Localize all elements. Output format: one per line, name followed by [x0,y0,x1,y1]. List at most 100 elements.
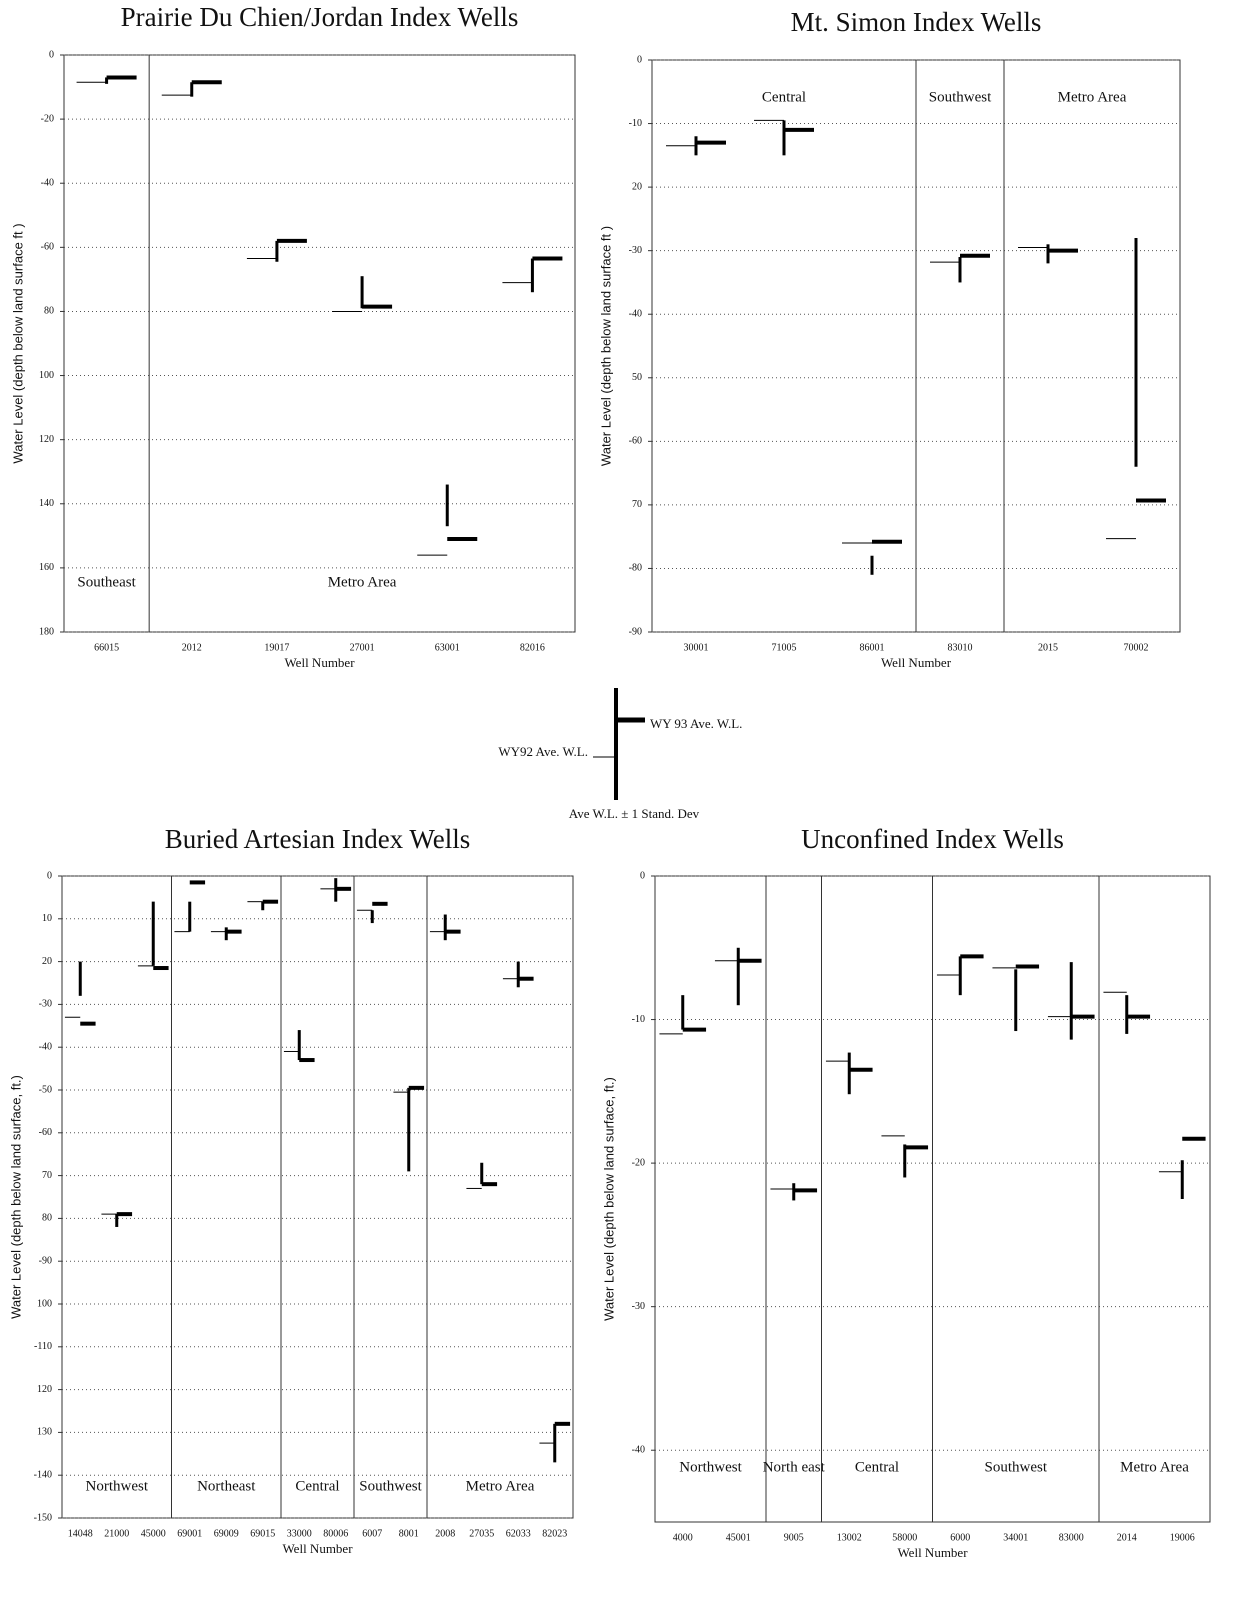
y-tick-label: 160 [39,562,54,573]
plot-frame [63,54,576,633]
region-label: Southwest [984,1459,1047,1475]
y-axis-label: Water Level (depth below land surface ft… [10,223,25,463]
x-axis-label: Well Number [284,655,355,670]
y-tick-label: -10 [629,118,642,129]
x-tick-label: 86001 [860,642,885,653]
y-tick-label: -40 [39,1041,52,1052]
chart-title: Buried Artesian Index Wells [165,824,471,854]
plot-frame [61,875,574,1519]
y-tick-label: -40 [629,309,642,320]
y-tick-label: 0 [47,870,52,881]
x-tick-label: 71005 [772,642,797,653]
region-label: Northwest [679,1459,742,1475]
x-tick-label: 62033 [506,1528,531,1539]
region-label: Northwest [86,1478,149,1494]
y-tick-label: -50 [39,1084,52,1095]
chart-title: Mt. Simon Index Wells [791,7,1042,37]
y-tick-label: -30 [632,1301,645,1312]
y-axis-label: Water Level (depth below land surface, f… [8,1075,23,1319]
y-tick-label: -30 [629,245,642,256]
x-axis-label: Well Number [881,655,952,670]
x-tick-label: 82023 [542,1528,567,1539]
x-tick-label: 27001 [350,642,375,653]
x-tick-label: 2015 [1038,642,1058,653]
region-label: Metro Area [466,1478,535,1494]
y-tick-label: -60 [629,436,642,447]
x-tick-label: 14048 [68,1528,93,1539]
x-tick-label: 82016 [520,642,545,653]
y-tick-label: 80 [42,1213,52,1224]
y-tick-label: -40 [632,1445,645,1456]
y-tick-label: 20 [42,956,52,967]
region-label: Metro Area [1120,1459,1189,1475]
x-tick-label: 45001 [726,1532,751,1543]
chart-title: Unconfined Index Wells [801,824,1064,854]
x-tick-label: 6000 [950,1532,970,1543]
x-tick-label: 2012 [182,642,202,653]
legend-label: WY 93 Ave. W.L. [650,716,742,731]
x-tick-label: 30001 [684,642,709,653]
legend-label: Ave W.L. ± 1 Stand. Dev [569,806,700,821]
x-tick-label: 19006 [1170,1532,1195,1543]
y-tick-label: 120 [39,434,54,445]
x-tick-label: 2008 [435,1528,455,1539]
y-tick-label: 100 [39,370,54,381]
x-tick-label: 13002 [837,1532,862,1543]
x-tick-label: 9005 [784,1532,804,1543]
x-tick-label: 19017 [264,642,289,653]
y-tick-label: 20 [632,181,642,192]
y-tick-label: -30 [39,999,52,1010]
y-tick-label: 100 [37,1298,52,1309]
x-tick-label: 80006 [323,1528,348,1539]
y-tick-label: -20 [632,1157,645,1168]
x-tick-label: 58000 [892,1532,917,1543]
x-tick-label: 70002 [1124,642,1149,653]
x-tick-label: 33000 [287,1528,312,1539]
x-tick-label: 45000 [141,1528,166,1539]
y-tick-label: -10 [632,1014,645,1025]
region-label: Central [855,1459,899,1475]
y-tick-label: -80 [629,563,642,574]
x-tick-label: 8001 [399,1528,419,1539]
y-tick-label: -90 [39,1255,52,1266]
y-axis-label: Water Level (depth below land surface, f… [601,1077,616,1321]
x-tick-label: 21000 [104,1528,129,1539]
y-tick-label: -20 [41,113,54,124]
region-label: Southwest [359,1478,422,1494]
region-label: North east [763,1459,826,1475]
x-tick-label: 83000 [1059,1532,1084,1543]
x-tick-label: 66015 [94,642,119,653]
x-tick-label: 69009 [214,1528,239,1539]
y-tick-label: 10 [42,913,52,924]
y-axis-label: Water Level (depth below land surface ft… [598,226,613,466]
x-tick-label: 63001 [435,642,460,653]
y-tick-label: 70 [42,1170,52,1181]
y-tick-label: -110 [34,1341,52,1352]
x-tick-label: 6007 [362,1528,382,1539]
y-tick-label: 130 [37,1427,52,1438]
x-axis-label: Well Number [282,1541,353,1556]
y-tick-label: -150 [34,1512,52,1523]
x-tick-label: 69015 [250,1528,275,1539]
x-tick-label: 4000 [673,1532,693,1543]
y-tick-label: 50 [632,372,642,383]
region-label: Central [295,1478,339,1494]
y-tick-label: 0 [49,49,54,60]
y-tick-label: 180 [39,626,54,637]
region-label: Metro Area [1058,89,1127,105]
y-tick-label: 70 [632,499,642,510]
y-tick-label: 80 [44,306,54,317]
y-tick-label: -60 [41,242,54,253]
y-tick-label: 0 [637,54,642,65]
y-tick-label: 120 [37,1384,52,1395]
region-label: Northeast [197,1478,256,1494]
x-tick-label: 27035 [469,1528,494,1539]
y-tick-label: -90 [629,626,642,637]
x-axis-label: Well Number [897,1545,968,1560]
y-tick-label: 0 [640,870,645,881]
chart-title: Prairie Du Chien/Jordan Index Wells [121,2,519,32]
x-tick-label: 2014 [1117,1532,1137,1543]
region-label: Metro Area [328,574,397,590]
y-tick-label: -60 [39,1127,52,1138]
